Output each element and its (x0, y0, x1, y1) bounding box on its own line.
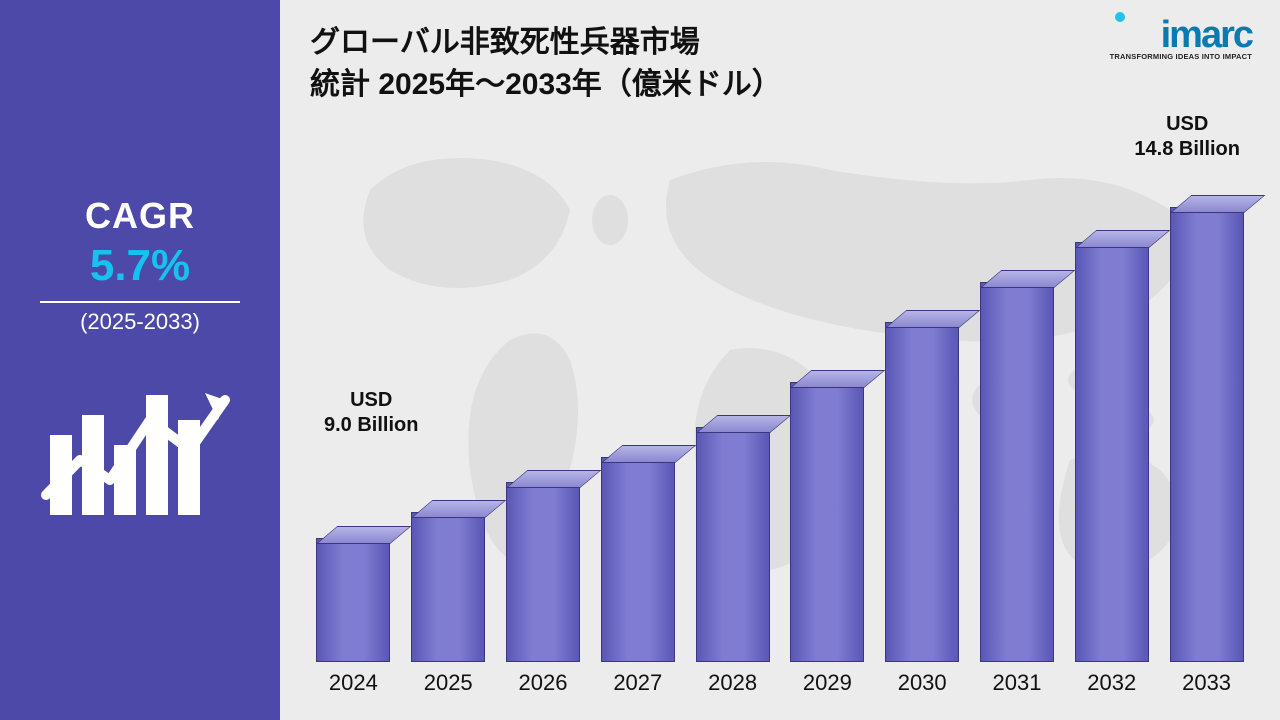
cagr-period: (2025-2033) (80, 309, 200, 335)
bar-year-label: 2026 (519, 670, 568, 700)
bar-top (790, 370, 885, 388)
bar (506, 482, 580, 662)
bar-front (790, 382, 864, 662)
bar-col: 2031 (974, 120, 1061, 700)
title-line-2: 統計 2025年～2033年（億米ドル） (310, 64, 1250, 106)
bar-top (1075, 230, 1170, 248)
bar-front (1075, 242, 1149, 662)
bar-year-label: 2025 (424, 670, 473, 700)
bar-col: 2029 (784, 120, 871, 700)
bar-year-label: 2029 (803, 670, 852, 700)
bar (885, 322, 959, 662)
bar-year-label: 2031 (993, 670, 1042, 700)
bar-col: 2028 (689, 120, 776, 700)
chart-area: USD 9.0 Billion USD 14.8 Billion 2024 20… (310, 120, 1250, 700)
bar-col: 2025 (405, 120, 492, 700)
bar (316, 538, 390, 662)
bar-top (980, 270, 1075, 288)
bar-front (601, 457, 675, 662)
bar-col: 2030 (879, 120, 966, 700)
bar-year-label: 2024 (329, 670, 378, 700)
divider (40, 301, 240, 303)
bar (601, 457, 675, 662)
brand-logo: imarc TRANSFORMING IDEAS INTO IMPACT (1110, 16, 1252, 61)
cagr-label: CAGR (85, 195, 195, 237)
bar-front (316, 538, 390, 662)
bar (696, 427, 770, 662)
logo-text: imarc (1110, 16, 1252, 54)
cagr-value: 5.7% (90, 241, 190, 291)
bar-year-label: 2032 (1087, 670, 1136, 700)
bar-year-label: 2033 (1182, 670, 1231, 700)
bar-top (885, 310, 980, 328)
bar (1075, 242, 1149, 662)
bar (1170, 207, 1244, 662)
bar-front (1170, 207, 1244, 662)
bar-front (696, 427, 770, 662)
bar-year-label: 2027 (613, 670, 662, 700)
bar-front (885, 322, 959, 662)
bar-year-label: 2028 (708, 670, 757, 700)
bar-top (506, 470, 601, 488)
bar-col: 2032 (1068, 120, 1155, 700)
bar-front (506, 482, 580, 662)
growth-chart-icon (40, 365, 240, 525)
bar (980, 282, 1054, 662)
bar-top (411, 500, 506, 518)
bar (790, 382, 864, 662)
bar-front (411, 512, 485, 662)
bars-row: 2024 2025 2026 2027 2028 2029 20 (310, 120, 1250, 700)
bar-top (1170, 195, 1265, 213)
bar-top (696, 415, 791, 433)
bar-col: 2026 (500, 120, 587, 700)
bar-col: 2033 (1163, 120, 1250, 700)
logo-wordmark: imarc (1161, 14, 1252, 56)
bar-front (980, 282, 1054, 662)
bar-col: 2024 (310, 120, 397, 700)
bar-col: 2027 (594, 120, 681, 700)
bar-year-label: 2030 (898, 670, 947, 700)
main-panel: imarc TRANSFORMING IDEAS INTO IMPACT グロー… (280, 0, 1280, 720)
bar-top (316, 526, 411, 544)
bar-top (601, 445, 696, 463)
bar (411, 512, 485, 662)
sidebar-panel: CAGR 5.7% (2025-2033) (0, 0, 280, 720)
logo-dot-icon (1115, 12, 1125, 22)
